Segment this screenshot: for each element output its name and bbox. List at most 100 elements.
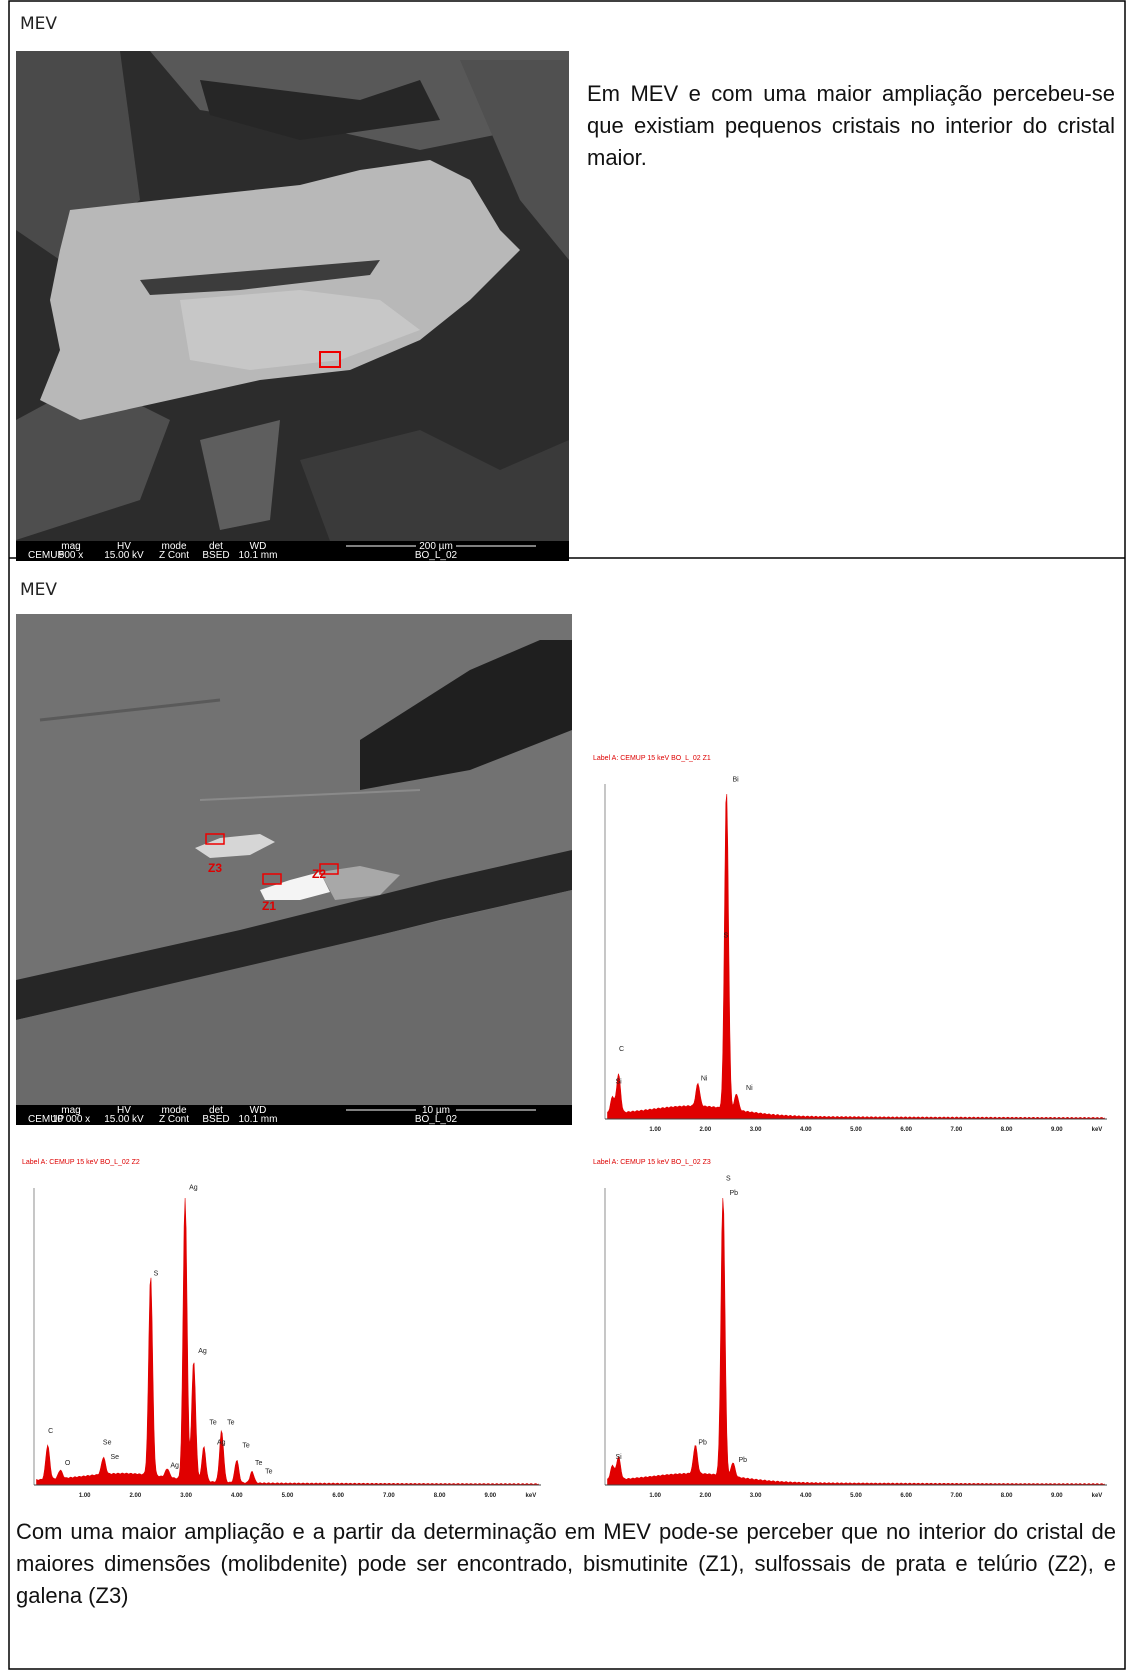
axis-tick-label: 2.00 xyxy=(700,1493,712,1499)
info-text: Z Cont xyxy=(159,1114,189,1125)
info-text: mag xyxy=(61,1105,80,1116)
axis-tick-label: 2.00 xyxy=(700,1127,712,1133)
axis-tick-label: 8.00 xyxy=(434,1493,446,1499)
info-bar xyxy=(16,1105,572,1125)
table-border xyxy=(8,0,1126,1670)
info-text: CEMUP xyxy=(28,550,64,561)
axis-tick-label: 4.00 xyxy=(800,1493,812,1499)
peak-label: S xyxy=(723,932,728,939)
info-text: mode xyxy=(161,541,186,552)
info-text: 10 µm xyxy=(422,1105,450,1116)
zone-label: Z2 xyxy=(312,867,326,881)
info-text: 15.00 kV xyxy=(104,1114,144,1125)
zone-label: Z1 xyxy=(262,899,276,913)
info-text: det xyxy=(209,1105,223,1116)
peak-label: Se xyxy=(103,1440,112,1447)
zone-box xyxy=(205,833,225,845)
peak-label: Bi xyxy=(732,776,739,783)
axis-tick-label: 3.00 xyxy=(750,1127,762,1133)
axis-tick-label: 6.00 xyxy=(900,1127,912,1133)
info-text: 10.1 mm xyxy=(239,550,278,561)
paragraph: Com uma maior ampliação e a partir da de… xyxy=(16,1519,1116,1608)
axis-tick-label: 5.00 xyxy=(850,1127,862,1133)
peak-label: Se xyxy=(111,1454,120,1461)
axis-tick-label: 6.00 xyxy=(900,1493,912,1499)
peak-label: Te xyxy=(242,1443,250,1450)
sem-image-2 xyxy=(16,614,572,1125)
section-label: MEV xyxy=(20,580,58,600)
peak-label: Ag xyxy=(217,1440,226,1447)
info-text: mode xyxy=(161,1105,186,1116)
spectrum-header: Label A: CEMUP 15 keV BO_L_02 Z2 xyxy=(22,1159,140,1166)
peak-label: S xyxy=(726,1176,731,1183)
info-text: det xyxy=(209,541,223,552)
zone-box xyxy=(319,863,339,875)
spectrum-header: Label A: CEMUP 15 keV BO_L_02 Z1 xyxy=(593,755,711,762)
peak-label: Ni xyxy=(746,1085,753,1092)
spectrum-area xyxy=(607,1197,1105,1486)
peak-label: Te xyxy=(227,1420,235,1427)
peak-label: C xyxy=(619,1046,624,1053)
axis-tick-label: 5.00 xyxy=(850,1493,862,1499)
info-text: 200 µm xyxy=(419,541,453,552)
info-text: BO_L_02 xyxy=(415,550,458,561)
axis-tick-label: 1.00 xyxy=(649,1493,661,1499)
peak-label: Si xyxy=(616,1454,623,1461)
info-text: WD xyxy=(250,541,267,552)
info-text: HV xyxy=(117,541,131,552)
info-text: Z Cont xyxy=(159,550,189,561)
axis-tick-label: 5.00 xyxy=(282,1493,294,1499)
info-text: 10 000 x xyxy=(52,1114,90,1125)
axis-tick-label: 4.00 xyxy=(800,1127,812,1133)
peak-label: Ag xyxy=(170,1463,179,1470)
info-text: CEMUP xyxy=(28,1114,64,1125)
peak-label: S xyxy=(154,1270,159,1277)
axis-tick-label: 7.00 xyxy=(951,1127,963,1133)
axis-tick-label: 3.00 xyxy=(750,1493,762,1499)
info-text: 15.00 kV xyxy=(104,550,144,561)
axis-tick-label: keV xyxy=(1092,1127,1103,1133)
axis-tick-label: 3.00 xyxy=(180,1493,192,1499)
peak-label: C xyxy=(48,1428,53,1435)
peak-label: Pb xyxy=(739,1457,748,1464)
peak-label: Te xyxy=(209,1420,217,1427)
peak-label: Pb xyxy=(698,1440,707,1447)
sem-image-1 xyxy=(16,51,569,561)
spectrum-area xyxy=(36,1197,539,1486)
info-text: HV xyxy=(117,1105,131,1116)
peak-label: Pb xyxy=(729,1190,738,1197)
info-text: BSED xyxy=(202,550,229,561)
peak-label: Ag xyxy=(189,1184,198,1191)
axis-tick-label: keV xyxy=(526,1493,537,1499)
peak-label: Te xyxy=(265,1468,273,1475)
peak-label: Ni xyxy=(701,1075,708,1082)
axis-tick-label: 2.00 xyxy=(130,1493,142,1499)
peak-label: O xyxy=(65,1460,71,1467)
axis-tick-label: 4.00 xyxy=(231,1493,243,1499)
axis-tick-label: 9.00 xyxy=(1051,1493,1063,1499)
spectrum-header: Label A: CEMUP 15 keV BO_L_02 Z3 xyxy=(593,1159,711,1166)
spectrum-area xyxy=(607,793,1105,1120)
scale-mask xyxy=(416,541,456,550)
info-text: mag xyxy=(61,541,80,552)
zone-label: Z3 xyxy=(208,861,222,875)
axis-tick-label: 1.00 xyxy=(649,1127,661,1133)
info-text: WD xyxy=(250,1105,267,1116)
info-text: 500 x xyxy=(59,550,83,561)
paragraph: Em MEV e com uma maior ampliação percebe… xyxy=(587,81,1115,170)
axis-tick-label: 7.00 xyxy=(383,1493,395,1499)
axis-tick-label: 8.00 xyxy=(1001,1493,1013,1499)
info-bar xyxy=(16,541,569,561)
axis-tick-label: keV xyxy=(1092,1493,1103,1499)
info-text: 10.1 mm xyxy=(239,1114,278,1125)
peak-label: Te xyxy=(255,1460,263,1467)
axis-tick-label: 9.00 xyxy=(1051,1127,1063,1133)
scale-mask xyxy=(416,1105,456,1114)
info-text: BSED xyxy=(202,1114,229,1125)
axis-tick-label: 8.00 xyxy=(1001,1127,1013,1133)
axis-tick-label: 6.00 xyxy=(332,1493,344,1499)
axis-tick-label: 7.00 xyxy=(951,1493,963,1499)
